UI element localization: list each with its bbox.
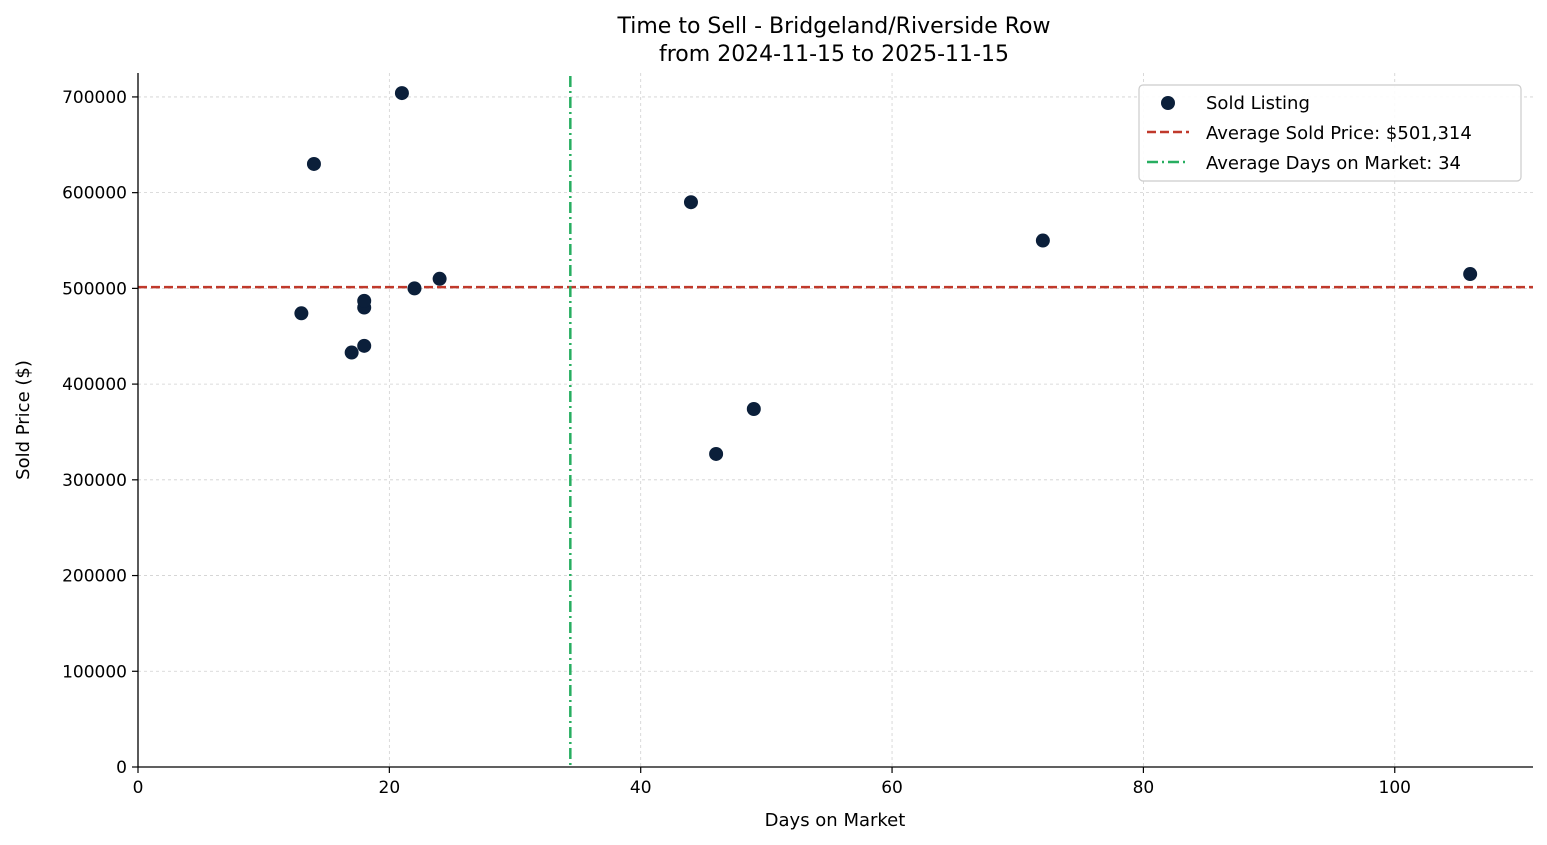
x-tick-label: 100 [1379, 778, 1411, 798]
sold-listing-point [344, 345, 359, 360]
y-tick-label: 100000 [62, 662, 127, 682]
legend-marker-sold-listing [1161, 96, 1175, 110]
sold-listing-point [306, 156, 321, 171]
x-tick-label: 80 [1133, 778, 1155, 798]
legend-label-average-price: Average Sold Price: $501,314 [1206, 123, 1472, 144]
x-axis-ticks: 0 20 40 60 80 100 [133, 767, 1411, 798]
y-tick-label: 300000 [62, 471, 127, 491]
legend-label-sold-listing: Sold Listing [1206, 93, 1310, 114]
sold-listing-point [683, 195, 698, 210]
gridlines [138, 73, 1533, 767]
y-tick-label: 700000 [62, 88, 127, 108]
sold-listing-point [294, 306, 309, 321]
reference-lines [138, 76, 1533, 767]
y-tick-label: 600000 [62, 184, 127, 204]
x-tick-label: 20 [379, 778, 401, 798]
sold-listing-point [432, 271, 447, 286]
y-tick-label: 200000 [62, 567, 127, 587]
sold-listing-point [746, 401, 761, 416]
legend-box [1138, 84, 1522, 182]
y-tick-label: 500000 [62, 279, 127, 299]
chart-subtitle: from 2024-11-15 to 2025-11-15 [659, 42, 1009, 67]
data-points [294, 86, 1478, 461]
sold-listing-point [394, 86, 409, 101]
legend: Sold Listing Average Sold Price: $501,31… [1138, 84, 1522, 182]
y-axis-label: Sold Price ($) [13, 360, 34, 480]
x-tick-label: 40 [630, 778, 652, 798]
sold-listing-point [709, 446, 724, 461]
y-axis-ticks: 0 100000 200000 300000 400000 500000 600000 700… [62, 88, 138, 778]
sold-listing-point [1035, 233, 1050, 248]
sold-listing-point [407, 281, 422, 296]
sold-listing-point [357, 338, 372, 353]
y-tick-label: 400000 [62, 375, 127, 395]
x-tick-label: 0 [133, 778, 144, 798]
sold-listing-point [357, 293, 372, 308]
legend-label-average-days: Average Days on Market: 34 [1206, 153, 1461, 174]
sold-listing-point [1463, 267, 1478, 282]
x-tick-label: 60 [881, 778, 903, 798]
chart-title: Time to Sell - Bridgeland/Riverside Row [616, 14, 1050, 39]
x-axis-label: Days on Market [765, 810, 906, 831]
y-tick-label: 0 [116, 758, 127, 778]
